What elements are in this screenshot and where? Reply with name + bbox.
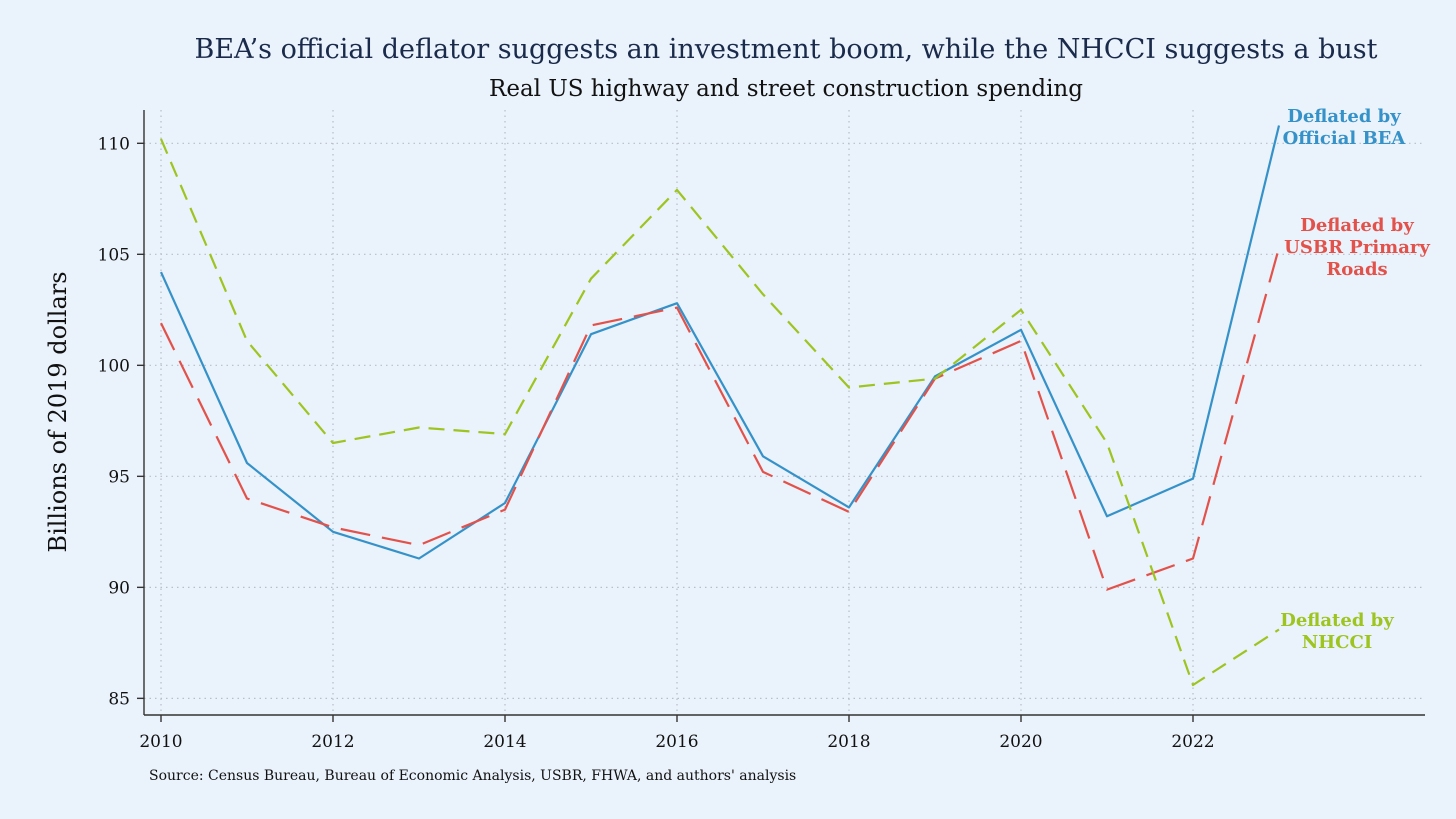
axes-layer: 85 90 95 100 105 110 2010 2012 2014 2016 2018 2020 2… <box>98 110 1425 752</box>
x-tick-label: 2012 <box>311 732 354 752</box>
x-tick-label: 2014 <box>483 732 526 752</box>
series-label-deflated-by-usbr-primary-roads: Deflated by USBR Primary Roads <box>1284 215 1430 280</box>
source-note: Source: Census Bureau, Bureau of Economi… <box>149 768 796 784</box>
y-tick-label: 105 <box>98 245 130 265</box>
grid-layer <box>144 110 1425 715</box>
x-tick-label: 2010 <box>139 732 182 752</box>
series-layer <box>159 125 1281 687</box>
series-label-line: USBR Primary <box>1284 237 1430 258</box>
y-tick-label: 85 <box>108 689 130 709</box>
chart-subtitle: Real US highway and street construction … <box>489 76 1083 102</box>
series-label-line: Deflated by <box>1280 610 1394 631</box>
series-label-line: Deflated by <box>1287 106 1401 127</box>
y-tick-label: 95 <box>108 467 130 487</box>
series-label-deflated-by-official-bea: Deflated by Official BEA <box>1283 106 1407 149</box>
series-line-deflated-by-official-bea <box>159 125 1281 560</box>
series-label-line: Deflated by <box>1300 215 1414 236</box>
y-tick-label: 110 <box>98 134 130 154</box>
series-label-line: NHCCI <box>1302 632 1373 653</box>
series-label-line: Official BEA <box>1283 128 1407 149</box>
y-tick-label: 100 <box>98 356 130 376</box>
y-axis-label: Billions of 2019 dollars <box>44 271 72 552</box>
x-tick-label: 2020 <box>999 732 1042 752</box>
series-label-line: Roads <box>1326 259 1387 280</box>
y-tick-label: 90 <box>108 578 130 598</box>
series-line-deflated-by-usbr-primary-roads <box>160 247 1281 591</box>
series-label-deflated-by-nhcci: Deflated by NHCCI <box>1280 610 1394 653</box>
series-line-deflated-by-nhcci <box>159 138 1280 687</box>
x-tick-label: 2018 <box>827 732 870 752</box>
chart-title: BEA’s official deflator suggests an inve… <box>194 34 1377 65</box>
x-tick-label: 2022 <box>1171 732 1214 752</box>
x-tick-label: 2016 <box>655 732 698 752</box>
